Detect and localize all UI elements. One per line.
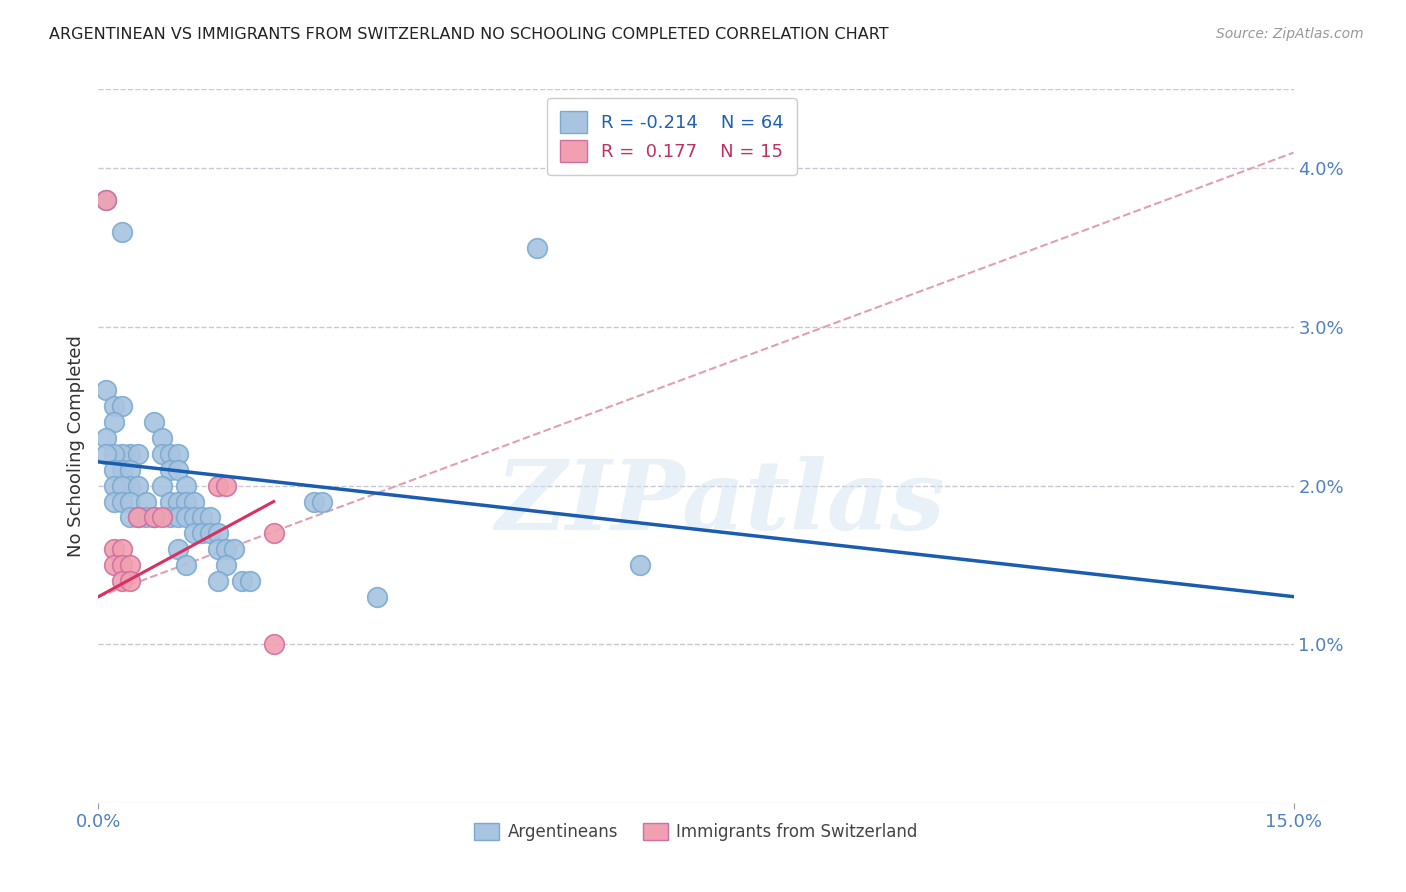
Point [127,447,149,461]
Point [183,526,205,541]
Point [198,526,221,541]
Point [103,542,125,557]
Point [191,526,214,541]
Point [263,526,285,541]
Point [215,478,238,492]
Point [207,542,229,557]
Point [302,494,325,508]
Legend: Argentineans, Immigrants from Switzerland: Argentineans, Immigrants from Switzerlan… [468,816,924,848]
Point [103,400,125,414]
Point [167,463,190,477]
Point [150,447,173,461]
Point [120,447,142,461]
Point [366,590,388,604]
Point [96,193,118,207]
Y-axis label: No Schooling Completed: No Schooling Completed [66,335,84,557]
Point [198,510,221,524]
Point [111,478,134,492]
Text: ZIPatlas: ZIPatlas [495,456,945,550]
Point [135,510,157,524]
Point [167,494,190,508]
Point [111,447,134,461]
Point [103,478,125,492]
Point [311,494,333,508]
Point [167,447,190,461]
Point [127,510,149,524]
Point [174,478,197,492]
Point [111,400,134,414]
Point [111,574,134,588]
Point [120,478,142,492]
Point [159,494,181,508]
Point [183,494,205,508]
Text: ARGENTINEAN VS IMMIGRANTS FROM SWITZERLAND NO SCHOOLING COMPLETED CORRELATION CH: ARGENTINEAN VS IMMIGRANTS FROM SWITZERLA… [49,27,889,42]
Point [96,431,118,445]
Point [111,542,134,557]
Point [143,510,166,524]
Point [628,558,651,572]
Point [174,558,197,572]
Point [143,415,166,429]
Point [150,478,173,492]
Point [103,447,125,461]
Point [135,494,157,508]
Point [222,542,245,557]
Point [103,494,125,508]
Point [120,510,142,524]
Point [167,542,190,557]
Point [103,558,125,572]
Point [120,494,142,508]
Point [263,637,285,651]
Point [103,415,125,429]
Point [120,463,142,477]
Point [207,526,229,541]
Point [215,558,238,572]
Point [191,510,214,524]
Point [183,510,205,524]
Point [111,494,134,508]
Point [96,447,118,461]
Point [167,510,190,524]
Point [127,478,149,492]
Point [120,558,142,572]
Point [239,574,262,588]
Point [150,431,173,445]
Point [120,574,142,588]
Point [96,193,118,207]
Point [231,574,253,588]
Point [143,510,166,524]
Point [215,542,238,557]
Point [111,463,134,477]
Point [207,574,229,588]
Point [103,463,125,477]
Point [127,510,149,524]
Point [150,510,173,524]
Point [96,384,118,398]
Point [526,241,548,255]
Text: Source: ZipAtlas.com: Source: ZipAtlas.com [1216,27,1364,41]
Point [207,478,229,492]
Point [174,510,197,524]
Point [111,558,134,572]
Point [159,447,181,461]
Point [111,225,134,239]
Point [159,463,181,477]
Point [159,510,181,524]
Point [174,494,197,508]
